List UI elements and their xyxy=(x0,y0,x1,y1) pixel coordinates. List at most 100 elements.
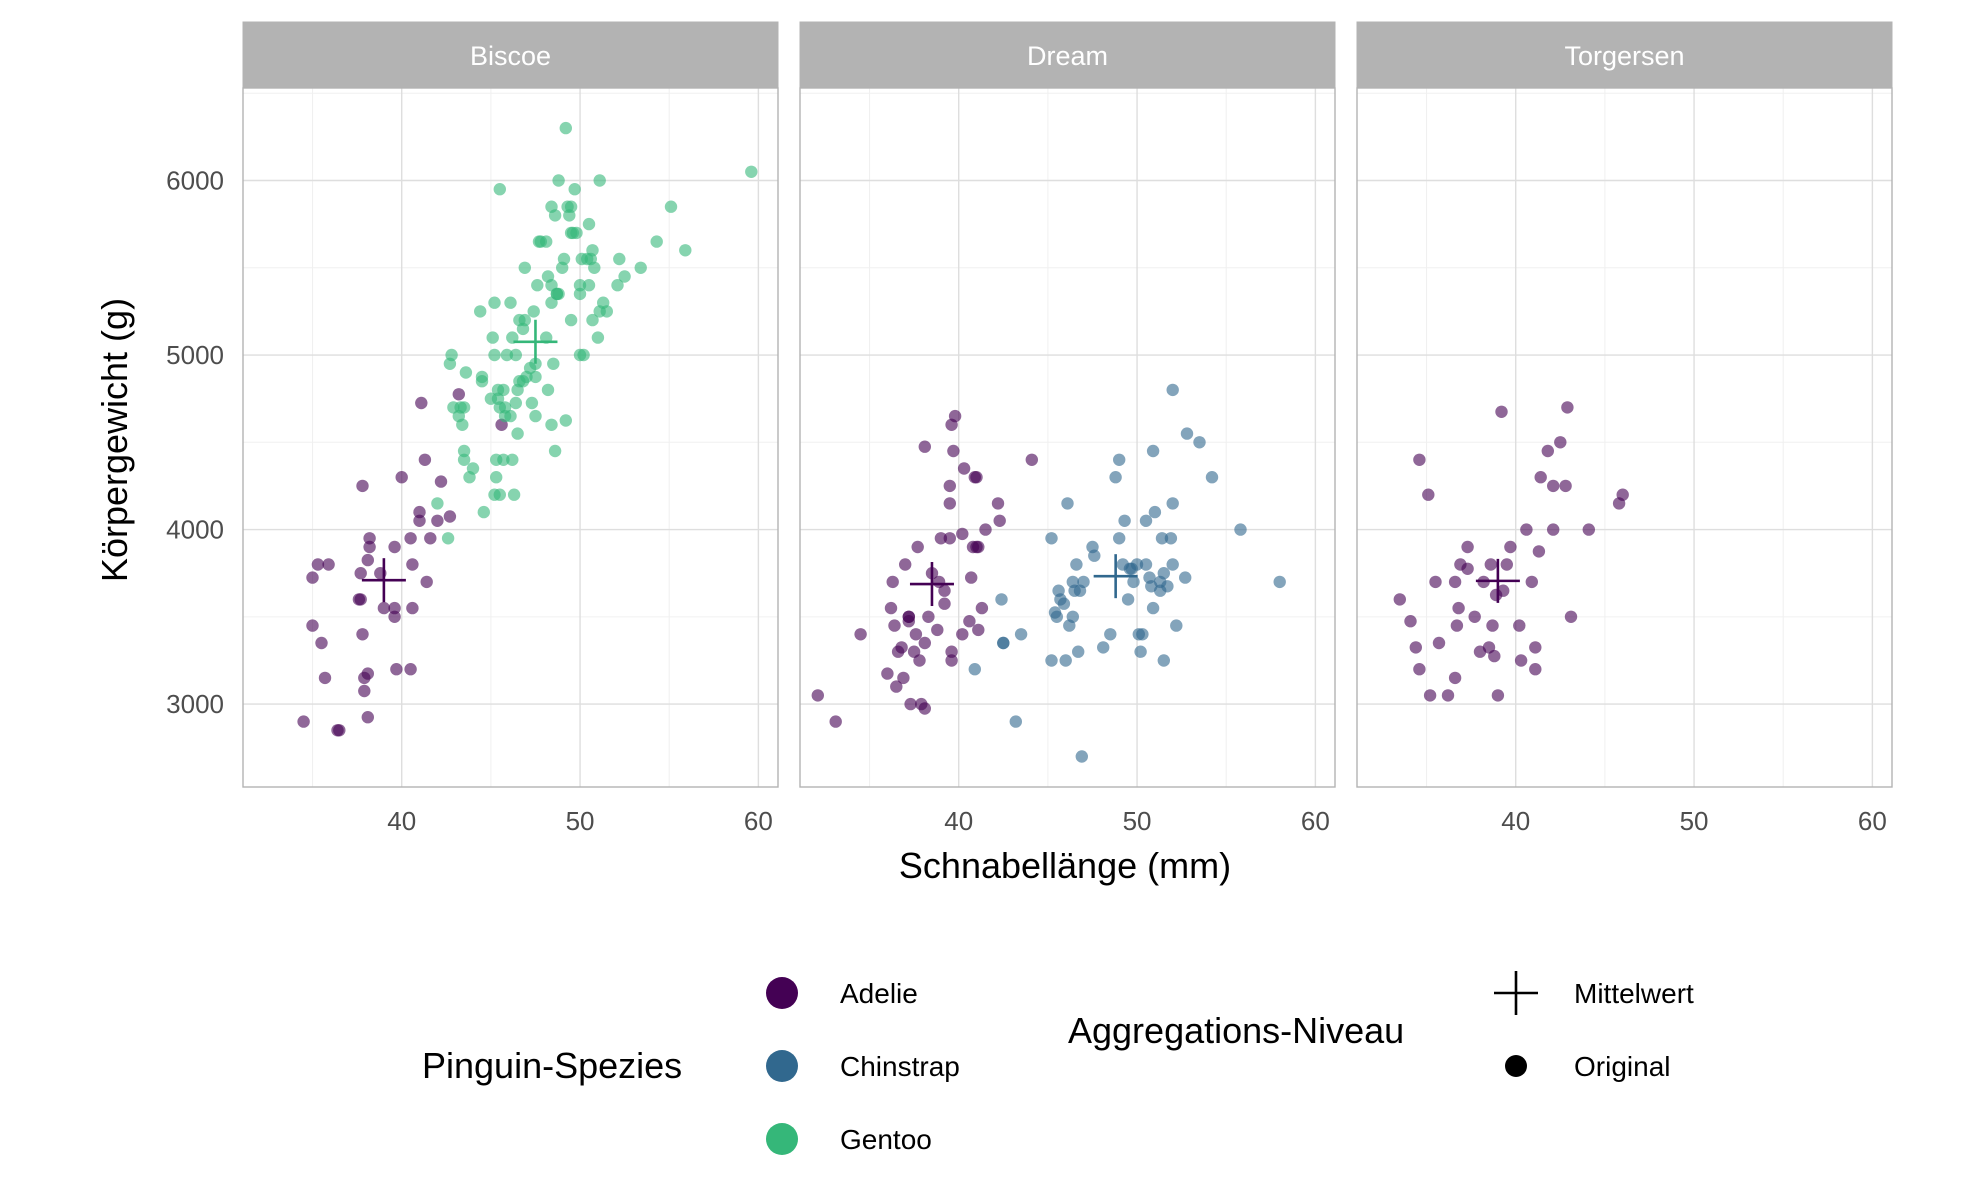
data-point xyxy=(1554,436,1567,449)
data-point xyxy=(548,209,562,222)
series-adelie xyxy=(811,409,1039,728)
strip-label: Dream xyxy=(1027,41,1108,71)
data-point xyxy=(509,348,522,362)
data-point xyxy=(333,724,346,737)
legend-item-chinstrap: Chinstrap xyxy=(766,1050,960,1082)
mean-marker-adelie xyxy=(361,558,406,603)
data-point xyxy=(354,593,367,606)
data-point xyxy=(679,244,692,257)
legend-label: Gentoo xyxy=(840,1124,932,1155)
data-point xyxy=(1468,610,1481,623)
data-point xyxy=(529,409,542,423)
data-point xyxy=(1077,575,1090,589)
data-point xyxy=(356,479,369,493)
data-point xyxy=(418,453,432,466)
data-point xyxy=(559,414,572,427)
data-point xyxy=(897,671,910,685)
data-point xyxy=(1139,558,1153,571)
data-point xyxy=(1616,488,1629,501)
data-point xyxy=(972,623,985,637)
data-point xyxy=(1452,601,1465,615)
data-point xyxy=(956,628,969,641)
data-point xyxy=(297,715,310,728)
data-point xyxy=(1130,558,1144,571)
data-point xyxy=(995,593,1008,606)
y-axis-title: Körpergewicht (g) xyxy=(94,298,135,582)
series-gentoo xyxy=(431,121,758,545)
data-point xyxy=(1014,628,1028,641)
data-point xyxy=(1075,750,1089,763)
data-point xyxy=(991,497,1005,510)
data-point xyxy=(1564,610,1578,623)
data-point xyxy=(529,357,542,370)
facet-panel-torgersen: Torgersen 40 50 60 xyxy=(1356,21,1893,836)
data-point xyxy=(457,401,471,414)
data-point xyxy=(1484,558,1498,571)
data-point xyxy=(1009,715,1022,728)
x-tick-label: 50 xyxy=(1123,806,1152,836)
data-point xyxy=(943,497,956,510)
data-point xyxy=(390,663,403,676)
data-point xyxy=(586,244,599,257)
data-point xyxy=(311,558,325,571)
data-point xyxy=(1461,540,1474,554)
data-point xyxy=(518,261,531,274)
data-point xyxy=(899,558,912,571)
data-point xyxy=(1495,405,1508,418)
panel-border xyxy=(1356,87,1893,788)
data-point xyxy=(945,654,958,667)
data-point xyxy=(1422,488,1435,501)
data-point xyxy=(511,427,524,440)
data-point xyxy=(1164,532,1178,545)
data-point xyxy=(388,610,401,623)
data-point xyxy=(972,540,985,554)
data-point xyxy=(363,540,376,554)
data-point xyxy=(1097,641,1110,654)
data-point xyxy=(945,645,958,658)
data-point xyxy=(404,663,417,676)
data-point xyxy=(488,348,501,362)
data-point xyxy=(431,514,444,527)
data-point xyxy=(552,174,565,187)
aggregation-legend: Aggregations-Niveau Mittelwert Original xyxy=(1068,971,1694,1082)
data-point xyxy=(434,475,448,488)
data-point xyxy=(943,479,956,493)
data-point xyxy=(664,200,678,213)
data-point xyxy=(1205,471,1219,484)
data-point xyxy=(895,641,908,654)
legend-item-original: Original xyxy=(1505,1051,1670,1082)
data-point xyxy=(1513,619,1526,632)
data-point xyxy=(358,684,371,698)
legend-key-dot xyxy=(766,977,798,1009)
data-point xyxy=(613,252,626,266)
data-point xyxy=(1404,615,1417,628)
data-point xyxy=(474,305,487,318)
data-point xyxy=(886,575,899,589)
data-point xyxy=(1088,549,1101,562)
data-point xyxy=(1525,575,1539,589)
data-point xyxy=(527,305,540,318)
data-point xyxy=(854,628,867,641)
data-point xyxy=(965,571,978,584)
data-point xyxy=(445,348,458,362)
data-point xyxy=(1547,523,1560,536)
data-point xyxy=(1497,584,1510,597)
y-tick-label: 3000 xyxy=(166,689,224,719)
species-legend: Pinguin-Spezies Adelie Chinstrap Gentoo xyxy=(422,977,960,1155)
x-tick-label: 50 xyxy=(566,806,595,836)
data-point xyxy=(975,601,989,615)
data-point xyxy=(406,558,419,571)
data-point xyxy=(1146,444,1160,458)
data-point xyxy=(1432,636,1446,650)
data-point xyxy=(557,252,571,266)
data-point xyxy=(457,444,471,458)
data-point xyxy=(1547,479,1560,493)
series-adelie xyxy=(1393,401,1629,702)
data-point xyxy=(500,348,514,362)
plot-background xyxy=(243,88,778,787)
data-point xyxy=(1127,575,1140,589)
data-point xyxy=(1072,645,1085,658)
data-point xyxy=(582,279,596,292)
data-point xyxy=(573,279,587,292)
